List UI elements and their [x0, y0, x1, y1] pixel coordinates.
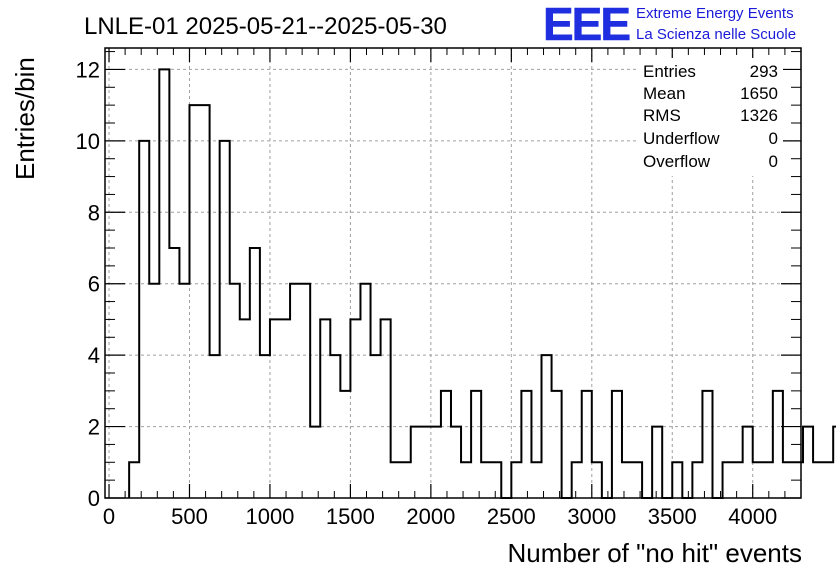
x-axis-label: Number of "no hit" events: [508, 538, 803, 568]
histogram-bin: [753, 462, 763, 498]
y-tick-label: 12: [76, 57, 100, 82]
histogram-bin: [763, 462, 773, 498]
histogram-bin: [511, 462, 521, 498]
histogram-bin: [280, 319, 290, 498]
tick-labels: 0 500 1000 1500 2000 2500 3000 3500 4000 0 2 4 6 8 10 1…: [76, 57, 778, 529]
y-tick-label: 8: [88, 200, 100, 225]
x-tick-label: 0: [103, 504, 115, 529]
histogram-bin: [139, 141, 149, 498]
histogram-bin: [149, 284, 159, 498]
histogram-bin: [189, 105, 199, 498]
histogram-bin: [692, 462, 702, 498]
y-tick-label: 2: [88, 415, 100, 440]
histogram-bin: [531, 462, 541, 498]
histogram-bin: [582, 391, 592, 498]
histogram-bin: [169, 248, 179, 498]
histogram-bin: [813, 462, 823, 498]
y-tick-label: 4: [88, 343, 100, 368]
histogram-bin: [451, 427, 461, 498]
histogram-bin: [773, 391, 783, 498]
histogram-bin: [411, 427, 421, 498]
x-tick-label: 2000: [406, 504, 455, 529]
histogram-bin: [491, 462, 501, 498]
stats-value-overflow: 0: [769, 152, 778, 171]
histogram-bin: [200, 105, 210, 498]
x-tick-label: 2500: [487, 504, 536, 529]
histogram-bin: [240, 319, 250, 498]
histogram-bin: [733, 462, 743, 498]
y-tick-label: 10: [76, 129, 100, 154]
y-axis-label: Entries/bin: [10, 57, 40, 180]
histogram-bin: [441, 391, 451, 498]
histogram-bins: [128, 68, 836, 499]
histogram-bin: [230, 284, 240, 498]
histogram-bin: [350, 319, 360, 498]
histogram-bin: [270, 319, 280, 498]
histogram-bin: [632, 462, 642, 498]
y-tick-label: 6: [88, 272, 100, 297]
histogram-bin: [431, 427, 441, 498]
histogram-bin: [391, 462, 401, 498]
eee-logo-line2: La Scienza nelle Scuole: [636, 26, 796, 43]
histogram-outline: [128, 68, 836, 499]
histogram-bin: [129, 462, 139, 498]
histogram-bin: [381, 319, 391, 498]
histogram-bin: [592, 462, 602, 498]
histogram-bin: [743, 427, 753, 498]
stats-value-entries: 293: [750, 62, 778, 81]
histogram-bin: [521, 391, 531, 498]
x-tick-label: 1500: [326, 504, 375, 529]
histogram-bin: [250, 248, 260, 498]
stats-value-underflow: 0: [769, 129, 778, 148]
plot-frame: [104, 47, 802, 499]
stats-value-mean: 1650: [740, 84, 778, 103]
histogram-bin: [471, 391, 481, 498]
eee-logo-mark: EEE: [543, 0, 629, 50]
histogram-bin: [481, 462, 491, 498]
histogram-bin: [723, 462, 733, 498]
histogram-bin: [552, 391, 562, 498]
stats-label-underflow: Underflow: [643, 129, 720, 148]
histogram-bin: [622, 462, 632, 498]
histogram-bin: [803, 427, 813, 498]
histogram-bin: [672, 462, 682, 498]
histogram-bin: [702, 391, 712, 498]
histogram-bin: [300, 284, 310, 498]
histogram-bin: [572, 462, 582, 498]
stats-label-mean: Mean: [643, 84, 686, 103]
histogram-bin: [421, 427, 431, 498]
stats-box-background: [638, 58, 783, 176]
y-tick-label: 0: [88, 486, 100, 511]
histogram-bin: [401, 462, 411, 498]
x-tick-label: 4000: [728, 504, 777, 529]
chart-title: LNLE-01 2025-05-21--2025-05-30: [84, 13, 447, 40]
histogram-bin: [290, 284, 300, 498]
stats-box: Entries 293 Mean 1650 RMS 1326 Underflow…: [638, 58, 783, 176]
histogram-bin: [823, 462, 833, 498]
x-tick-label: 3000: [567, 504, 616, 529]
axis-ticks: [105, 48, 802, 499]
histogram-bin: [320, 319, 330, 498]
x-tick-label: 1000: [245, 504, 294, 529]
histogram-bin: [461, 462, 471, 498]
x-tick-label: 3500: [648, 504, 697, 529]
histogram-bin: [360, 284, 370, 498]
stats-label-rms: RMS: [643, 106, 681, 125]
histogram-bin: [310, 427, 320, 498]
stats-label-overflow: Overflow: [643, 152, 711, 171]
histogram-bin: [340, 391, 350, 498]
histogram-bin: [179, 284, 189, 498]
stats-label-entries: Entries: [643, 62, 696, 81]
stats-value-rms: 1326: [740, 106, 778, 125]
histogram-bin: [220, 141, 230, 498]
eee-logo-line1: Extreme Energy Events: [636, 5, 794, 22]
eee-logo: EEE Extreme Energy Events La Scienza nel…: [543, 0, 796, 50]
grid-lines: [105, 48, 801, 498]
histogram-bin: [612, 391, 622, 498]
histogram-bin: [652, 427, 662, 498]
x-tick-label: 500: [171, 504, 208, 529]
